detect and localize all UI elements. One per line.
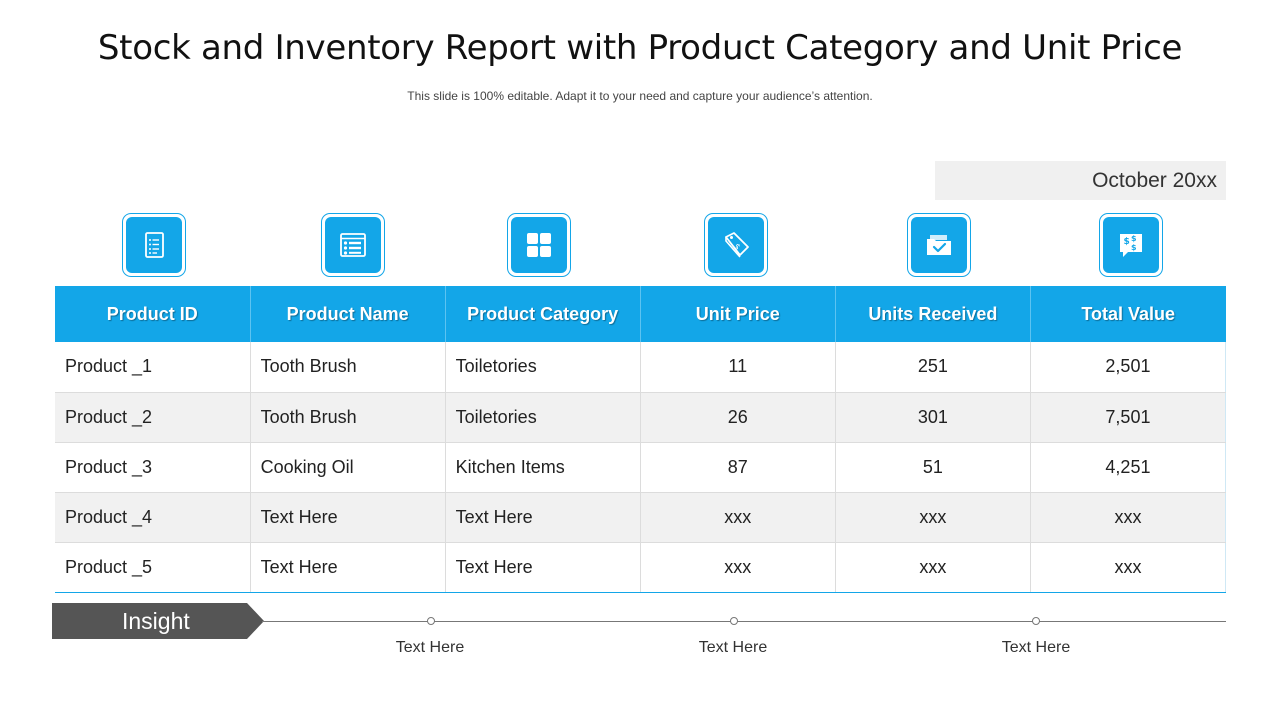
cell-units-received: xxx bbox=[835, 492, 1031, 543]
cell-product-name: Text Here bbox=[250, 542, 446, 593]
cell-units-received: 301 bbox=[835, 392, 1031, 443]
report-date: October 20xx bbox=[935, 161, 1226, 200]
header-product-name: Product Name bbox=[250, 286, 446, 342]
cell-product-name: Tooth Brush bbox=[250, 342, 446, 393]
cell-unit-price: 26 bbox=[640, 392, 836, 443]
cell-units-received: 51 bbox=[835, 442, 1031, 493]
cell-total-value: xxx bbox=[1030, 542, 1227, 593]
timeline-dot bbox=[427, 617, 435, 625]
header-product-category: Product Category bbox=[445, 286, 641, 342]
header-unit-price: Unit Price bbox=[640, 286, 836, 342]
header-units-received: Units Received bbox=[835, 286, 1031, 342]
cell-product-id: Product _2 bbox=[55, 392, 251, 443]
cell-product-name: Tooth Brush bbox=[250, 392, 446, 443]
insight-point-3: Text Here bbox=[1001, 639, 1071, 656]
price-tags-icon: $ bbox=[704, 213, 768, 277]
cell-unit-price: 87 bbox=[640, 442, 836, 493]
page-title: Stock and Inventory Report with Product … bbox=[97, 28, 1183, 68]
dollar-chat-icon: $ $ $ bbox=[1099, 213, 1163, 277]
table-row: Product _1 Tooth Brush Toiletories 11 25… bbox=[55, 342, 1227, 393]
timeline-dot bbox=[1032, 617, 1040, 625]
insight-timeline bbox=[262, 621, 1226, 622]
cell-product-id: Product _5 bbox=[55, 542, 251, 593]
insight-label: Insight bbox=[52, 603, 264, 639]
column-icons: $ $ $ $ bbox=[0, 213, 1280, 277]
cell-unit-price: xxx bbox=[640, 492, 836, 543]
cell-product-category: Text Here bbox=[445, 542, 641, 593]
cell-units-received: 251 bbox=[835, 342, 1031, 393]
cell-product-name: Cooking Oil bbox=[250, 442, 446, 493]
cell-product-id: Product _3 bbox=[55, 442, 251, 493]
table-row: Product _2 Tooth Brush Toiletories 26 30… bbox=[55, 392, 1227, 443]
timeline-dot bbox=[730, 617, 738, 625]
cell-product-category: Kitchen Items bbox=[445, 442, 641, 493]
table-row: Product _3 Cooking Oil Kitchen Items 87 … bbox=[55, 442, 1227, 493]
header-product-id: Product ID bbox=[55, 286, 251, 342]
cell-unit-price: xxx bbox=[640, 542, 836, 593]
cell-product-id: Product _4 bbox=[55, 492, 251, 543]
svg-text:$: $ bbox=[732, 242, 742, 252]
cell-total-value: 2,501 bbox=[1030, 342, 1227, 393]
inventory-table: Product ID Product Name Product Category… bbox=[55, 286, 1227, 593]
cell-total-value: 4,251 bbox=[1030, 442, 1227, 493]
cell-product-category: Toiletories bbox=[445, 392, 641, 443]
cell-product-category: Toiletories bbox=[445, 342, 641, 393]
page-subtitle: This slide is 100% editable. Adapt it to… bbox=[407, 89, 873, 103]
header-total-value: Total Value bbox=[1030, 286, 1226, 342]
svg-text:$: $ bbox=[1131, 243, 1137, 252]
cell-product-category: Text Here bbox=[445, 492, 641, 543]
cell-product-id: Product _1 bbox=[55, 342, 251, 393]
table-header-row: Product ID Product Name Product Category… bbox=[55, 286, 1226, 342]
document-list-icon bbox=[122, 213, 186, 277]
folder-check-icon bbox=[907, 213, 971, 277]
insight-point-1: Text Here bbox=[395, 639, 465, 656]
cell-total-value: 7,501 bbox=[1030, 392, 1227, 443]
table-row: Product _5 Text Here Text Here xxx xxx x… bbox=[55, 542, 1227, 593]
cell-total-value: xxx bbox=[1030, 492, 1227, 543]
cell-unit-price: 11 bbox=[640, 342, 836, 393]
cell-product-name: Text Here bbox=[250, 492, 446, 543]
table-row: Product _4 Text Here Text Here xxx xxx x… bbox=[55, 492, 1227, 543]
grid-icon bbox=[507, 213, 571, 277]
insight-point-2: Text Here bbox=[698, 639, 768, 656]
form-list-icon bbox=[321, 213, 385, 277]
cell-units-received: xxx bbox=[835, 542, 1031, 593]
svg-text:$: $ bbox=[1131, 234, 1137, 243]
svg-text:$: $ bbox=[1124, 237, 1130, 247]
